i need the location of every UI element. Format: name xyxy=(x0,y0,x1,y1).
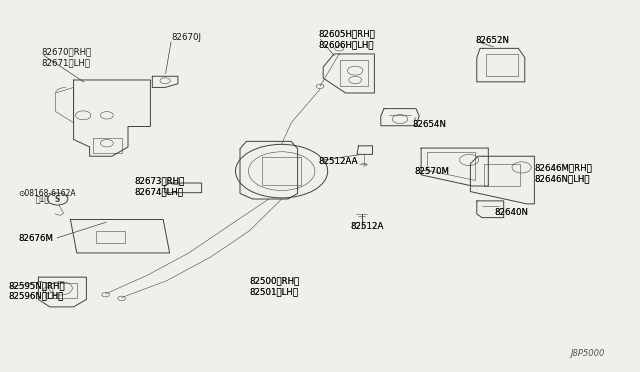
Bar xyxy=(484,164,520,186)
Text: J8P5000: J8P5000 xyxy=(570,349,605,358)
Text: 82500〈RH〉
82501〈LH〉: 82500〈RH〉 82501〈LH〉 xyxy=(250,276,300,296)
Text: 82570M: 82570M xyxy=(415,167,450,176)
Text: 82512AA: 82512AA xyxy=(319,157,358,166)
Text: 82500〈RH〉
82501〈LH〉: 82500〈RH〉 82501〈LH〉 xyxy=(250,276,300,296)
Text: 82512AA: 82512AA xyxy=(319,157,358,166)
Text: 82676M: 82676M xyxy=(18,234,53,243)
Text: 82652N: 82652N xyxy=(475,36,509,45)
Text: 82512A: 82512A xyxy=(351,222,384,231)
Text: 82673〈RH〉
82674〈LH〉: 82673〈RH〉 82674〈LH〉 xyxy=(134,176,185,196)
Text: ⊙08168-6162A: ⊙08168-6162A xyxy=(18,189,76,198)
Text: 82605H〈RH〉
82606H〈LH〉: 82605H〈RH〉 82606H〈LH〉 xyxy=(319,29,376,49)
Text: 82670J: 82670J xyxy=(172,33,202,42)
Text: 82654N: 82654N xyxy=(413,120,447,129)
Text: 82646M〈RH〉
82646N〈LH〉: 82646M〈RH〉 82646N〈LH〉 xyxy=(534,163,592,183)
Text: 82646M〈RH〉
82646N〈LH〉: 82646M〈RH〉 82646N〈LH〉 xyxy=(534,163,592,183)
Text: 82640N: 82640N xyxy=(494,208,528,217)
Text: 82570M: 82570M xyxy=(415,167,450,176)
Text: 82654N: 82654N xyxy=(413,120,447,129)
Text: 82605H〈RH〉
82606H〈LH〉: 82605H〈RH〉 82606H〈LH〉 xyxy=(319,29,376,49)
Text: S: S xyxy=(55,195,60,203)
Text: 82676M: 82676M xyxy=(18,234,53,243)
Text: 82670〈RH〉
82671〈LH〉: 82670〈RH〉 82671〈LH〉 xyxy=(42,48,92,68)
Text: 82595N〈RH〉
82596N〈LH〉: 82595N〈RH〉 82596N〈LH〉 xyxy=(8,281,65,301)
Text: 82673〈RH〉
82674〈LH〉: 82673〈RH〉 82674〈LH〉 xyxy=(134,176,185,196)
Bar xyxy=(96,231,125,243)
Text: 〈1〉: 〈1〉 xyxy=(35,195,49,203)
Text: 82652N: 82652N xyxy=(475,36,509,45)
Text: 82640N: 82640N xyxy=(494,208,528,217)
Text: 82512A: 82512A xyxy=(351,222,384,231)
Text: 82595N〈RH〉
82596N〈LH〉: 82595N〈RH〉 82596N〈LH〉 xyxy=(8,281,65,301)
